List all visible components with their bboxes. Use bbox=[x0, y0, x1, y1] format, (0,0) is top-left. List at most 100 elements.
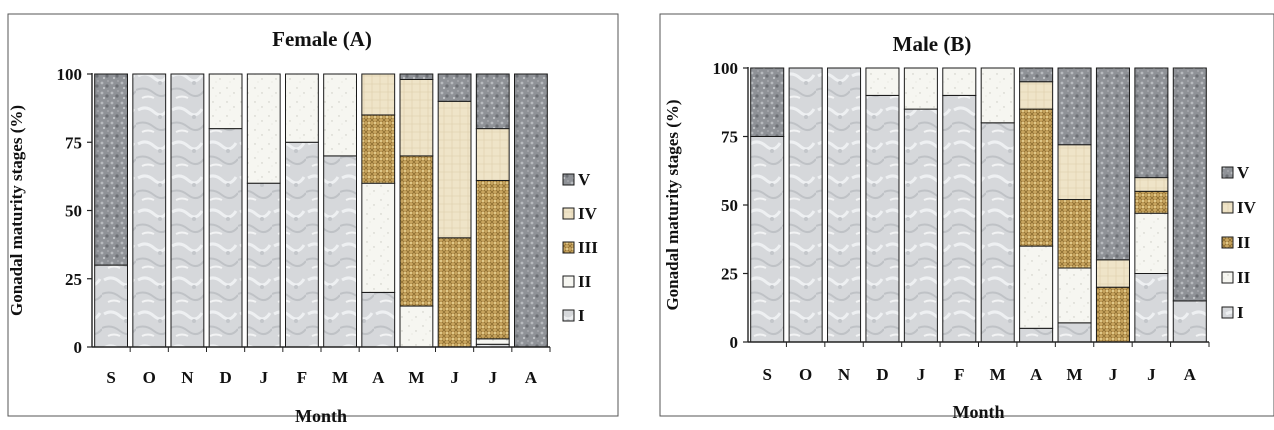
bar-segment-ii-j bbox=[903, 67, 938, 110]
x-tick-label: F bbox=[954, 365, 964, 384]
bar-segment-ii-j bbox=[246, 73, 281, 184]
legend-label-ii: II bbox=[578, 272, 592, 291]
y-axis-label: Gonadal maturity stages (%) bbox=[7, 105, 26, 316]
chart-title: Male (B) bbox=[893, 32, 972, 56]
bar-segment-i-a bbox=[1019, 327, 1054, 343]
legend-swatch-i bbox=[562, 309, 575, 322]
y-tick-label: 25 bbox=[65, 270, 82, 289]
legend-label-i: I bbox=[1237, 303, 1244, 322]
x-tick-label: N bbox=[181, 368, 194, 387]
bar-segment-ii-d bbox=[208, 73, 243, 130]
legend-label-ii: II bbox=[1237, 268, 1251, 287]
x-tick-label: O bbox=[143, 368, 156, 387]
x-axis-label: Month bbox=[952, 402, 1004, 422]
y-tick-label: 75 bbox=[65, 133, 82, 152]
bar-segment-i-m bbox=[323, 155, 357, 348]
bar-segment-v-m bbox=[399, 73, 434, 80]
x-tick-label: A bbox=[372, 368, 385, 387]
bar-segment-i-m bbox=[980, 122, 1015, 343]
x-tick-label: J bbox=[917, 365, 926, 384]
legend-label-iv: IV bbox=[1237, 198, 1257, 217]
bar-segment-v-a bbox=[1019, 67, 1054, 83]
x-tick-label: A bbox=[525, 368, 538, 387]
bar-segment-i-j bbox=[903, 108, 938, 343]
bar-segment-ii-j bbox=[475, 338, 510, 345]
x-tick-label: J bbox=[260, 368, 269, 387]
bar-segment-ii-m bbox=[399, 305, 434, 348]
y-tick-label: 100 bbox=[713, 59, 739, 78]
bar-segment-i-f bbox=[942, 94, 977, 343]
chart-title: Female (A) bbox=[272, 27, 372, 51]
bar-segment-iii-j bbox=[437, 237, 472, 348]
y-axis-label: Gonadal maturity stages (%) bbox=[663, 99, 682, 310]
x-tick-label: J bbox=[450, 368, 459, 387]
bar-segment-i-f bbox=[285, 141, 319, 348]
x-tick-label: J bbox=[1147, 365, 1156, 384]
legend-swatch-iv bbox=[562, 207, 575, 220]
legend-swatch-iii bbox=[1221, 236, 1234, 249]
bar-segment-i-a bbox=[361, 291, 396, 348]
bar-segment-iii-j bbox=[1134, 190, 1169, 214]
bar-segment-iv-j bbox=[475, 128, 510, 181]
bar-segment-iv-m bbox=[399, 78, 434, 157]
bar-segment-v-s bbox=[750, 67, 785, 137]
bar-segment-iv-a bbox=[361, 73, 396, 116]
bar-segment-v-j bbox=[1134, 67, 1169, 179]
legend-label-v: V bbox=[578, 170, 591, 189]
y-tick-label: 50 bbox=[65, 202, 82, 221]
legend-label-i: I bbox=[578, 306, 585, 325]
legend-label-iv: IV bbox=[578, 204, 598, 223]
bar-segment-ii-f bbox=[285, 73, 319, 143]
bar-segment-iii-j bbox=[475, 179, 510, 340]
y-tick-label: 50 bbox=[721, 196, 738, 215]
bar-segment-i-d bbox=[865, 94, 900, 343]
x-tick-label: A bbox=[1184, 365, 1197, 384]
x-tick-label: N bbox=[838, 365, 851, 384]
bar-segment-i-o bbox=[132, 73, 167, 348]
bar-segment-ii-j bbox=[1134, 212, 1169, 274]
legend-label-iii: II bbox=[1237, 233, 1251, 252]
legend-label-iii: III bbox=[578, 238, 598, 257]
bar-segment-ii-a bbox=[361, 182, 396, 293]
x-axis-label: Month bbox=[295, 406, 347, 426]
bar-segment-i-s bbox=[750, 136, 785, 343]
bar-segment-iv-j bbox=[1095, 259, 1130, 288]
y-tick-label: 75 bbox=[721, 128, 738, 147]
bar-segment-v-s bbox=[94, 73, 128, 266]
y-tick-label: 25 bbox=[721, 265, 738, 284]
x-tick-label: J bbox=[489, 368, 498, 387]
bar-segment-ii-a bbox=[1019, 245, 1054, 329]
bar-segment-i-o bbox=[788, 67, 823, 343]
bar-segment-ii-m bbox=[980, 67, 1015, 124]
legend-swatch-v bbox=[1221, 166, 1234, 179]
x-tick-label: M bbox=[332, 368, 348, 387]
bar-segment-i-j bbox=[1134, 273, 1169, 343]
legend-swatch-ii bbox=[562, 275, 575, 288]
x-tick-label: M bbox=[408, 368, 424, 387]
bar-segment-ii-m bbox=[323, 73, 357, 157]
x-tick-label: J bbox=[1109, 365, 1118, 384]
bar-segment-i-j bbox=[246, 182, 281, 348]
bar-segment-v-j bbox=[475, 73, 510, 130]
bar-segment-i-a bbox=[1172, 300, 1207, 343]
x-tick-label: S bbox=[762, 365, 771, 384]
legend-swatch-ii bbox=[1221, 271, 1234, 284]
x-tick-label: A bbox=[1030, 365, 1043, 384]
bar-segment-iii-a bbox=[1019, 108, 1054, 247]
legend-swatch-iii bbox=[562, 241, 575, 254]
x-tick-label: M bbox=[990, 365, 1006, 384]
bar-segment-v-j bbox=[1095, 67, 1130, 261]
x-tick-label: F bbox=[297, 368, 307, 387]
bar-segment-iii-j bbox=[1095, 286, 1130, 343]
bar-segment-i-s bbox=[94, 264, 128, 348]
x-tick-label: O bbox=[799, 365, 812, 384]
legend-swatch-iv bbox=[1221, 201, 1234, 214]
legend-swatch-v bbox=[562, 173, 575, 186]
y-tick-label: 100 bbox=[57, 65, 83, 84]
x-tick-label: M bbox=[1067, 365, 1083, 384]
chart-panel-male: Male (B) 0 25 50 75 100 S O N D J F M A M J J A Month Gonad… bbox=[659, 13, 1274, 422]
bar-segment-i-n bbox=[170, 73, 205, 348]
bar-segment-ii-m bbox=[1057, 267, 1092, 324]
